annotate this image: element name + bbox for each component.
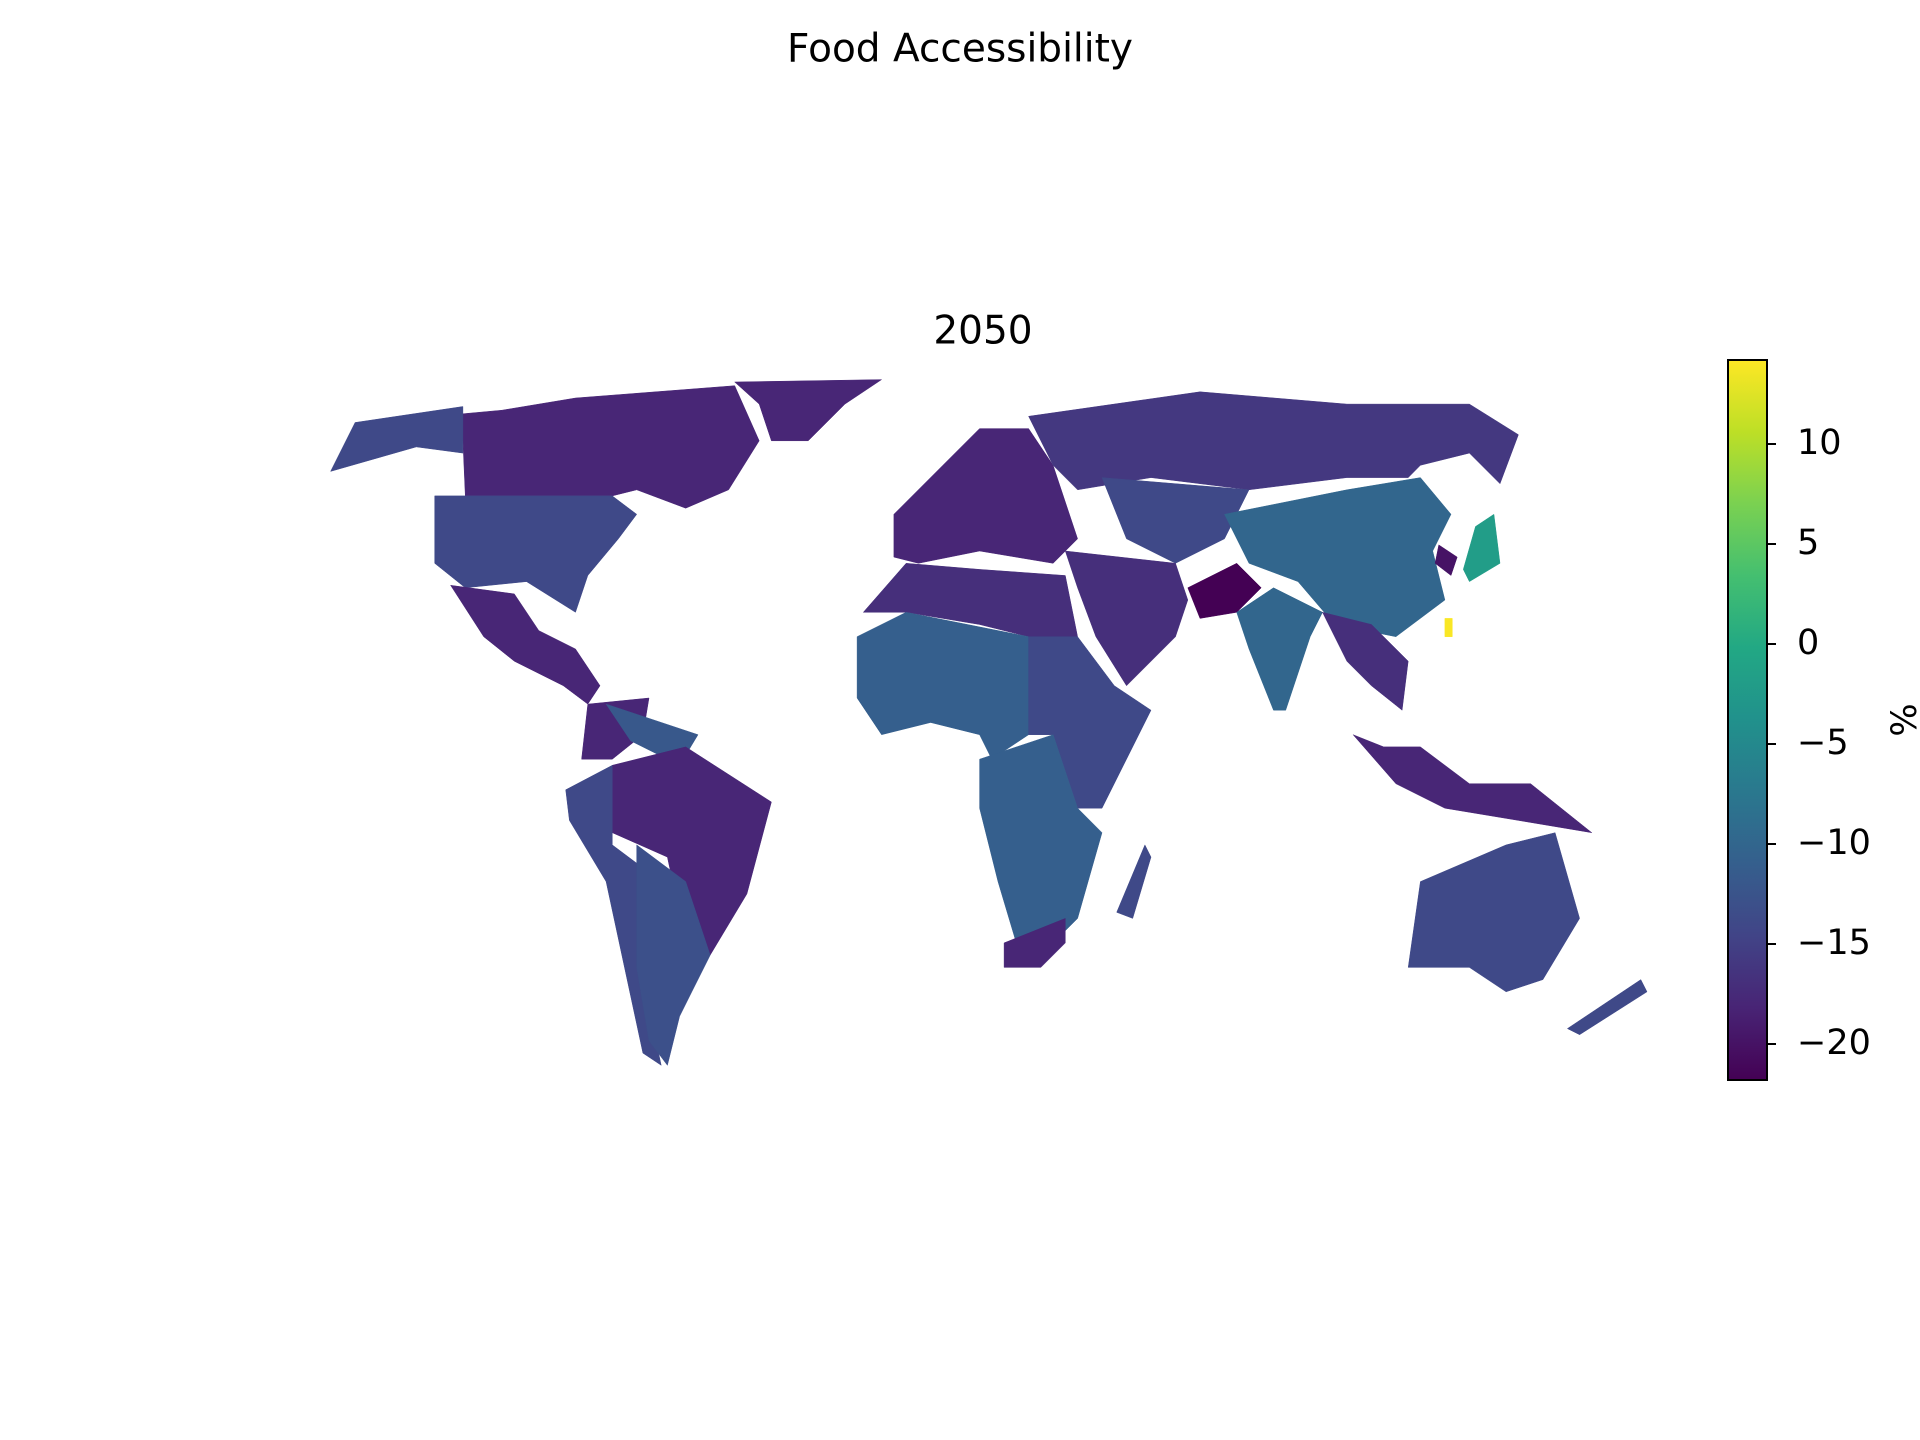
region (1444, 618, 1453, 637)
region (1566, 979, 1648, 1035)
region (1236, 587, 1323, 711)
region (856, 612, 1042, 760)
colorbar-tick-label: 5 (1797, 523, 1819, 563)
chart-subtitle: 2050 (933, 309, 1032, 354)
colorbar-tick-label: −20 (1797, 1023, 1871, 1063)
colorbar-tick-label: 10 (1797, 423, 1842, 463)
colorbar: −20 −15 −10 −5 0 5 10% (1727, 359, 1920, 1081)
colorbar-tick-label: −10 (1797, 823, 1871, 863)
region (1463, 513, 1501, 582)
map (330, 379, 1648, 1066)
region (434, 495, 638, 613)
region (1003, 918, 1066, 968)
region (734, 379, 883, 442)
region (1028, 391, 1519, 491)
colorbar-label: % (1885, 703, 1920, 736)
colorbar-fill (1727, 359, 1768, 1081)
colorbar-tick-label: 0 (1797, 623, 1819, 663)
region (1434, 544, 1458, 576)
region (1224, 477, 1452, 637)
region (1407, 832, 1580, 993)
region (367, 385, 760, 509)
region (450, 584, 601, 705)
region (1116, 844, 1152, 919)
colorbar-tick-label: −5 (1797, 723, 1849, 763)
region (636, 844, 711, 1066)
chart-title: Food Accessibility (787, 27, 1133, 72)
region (1352, 734, 1593, 834)
region (330, 406, 464, 472)
colorbar-tick-label: −15 (1797, 923, 1871, 963)
region (565, 764, 662, 1066)
region (1101, 477, 1250, 564)
region (1064, 550, 1189, 687)
region (893, 428, 1078, 564)
region (1187, 562, 1262, 619)
region (1028, 636, 1152, 809)
region (1322, 611, 1409, 711)
